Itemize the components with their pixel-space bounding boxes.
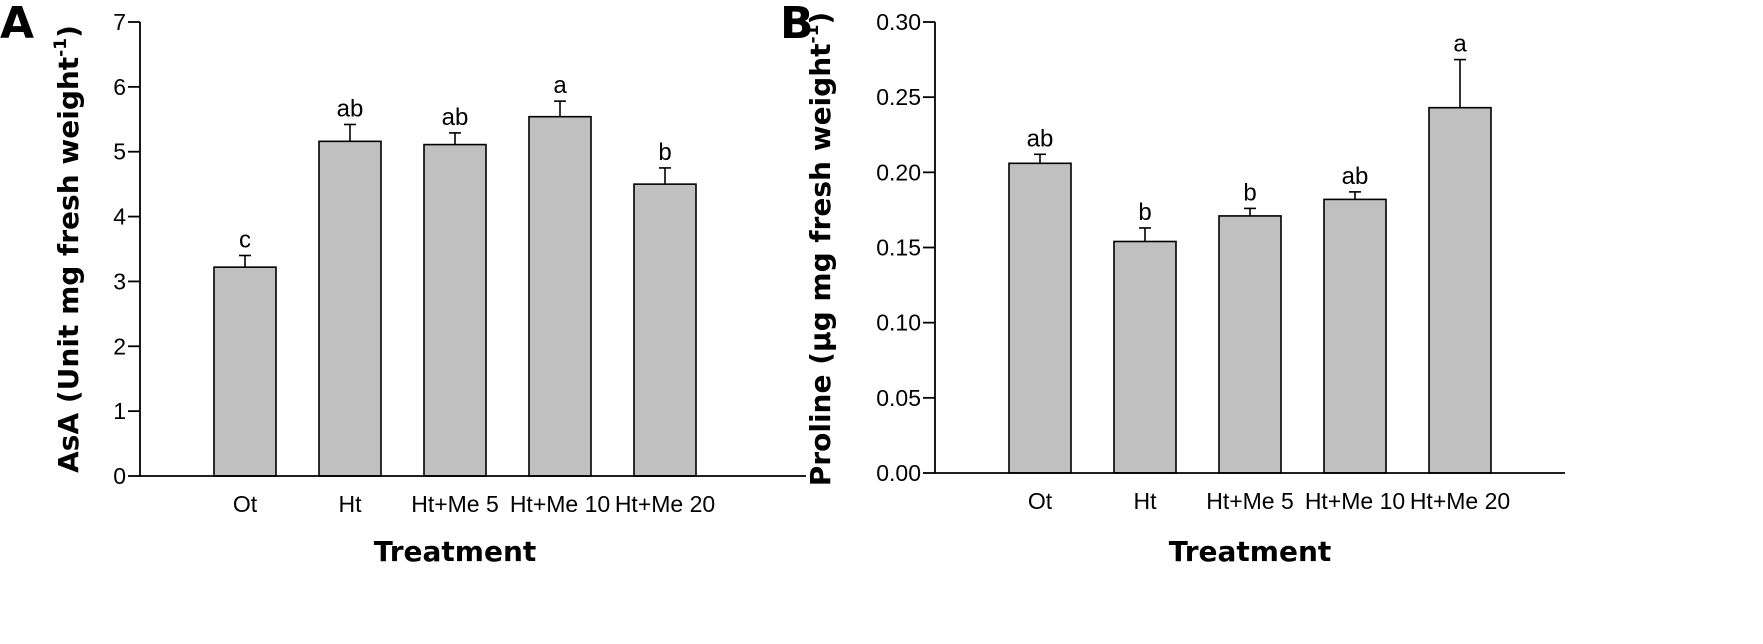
error-bar-b-2 <box>1244 207 1256 216</box>
error-bars-b <box>1034 58 1466 242</box>
error-bar-b-4 <box>1454 58 1466 108</box>
x-tick-label-a-4: Ht+Me 20 <box>615 491 715 517</box>
x-tick-label-b-3: Ht+Me 10 <box>1305 488 1405 514</box>
panel-b: B ab b b ab a 0.00 0.05 0.10 0.15 0.20 0.25 0.30 O… <box>780 0 1565 568</box>
significance-labels-b: ab b b ab a <box>1027 31 1468 226</box>
y-tick-label-b-3: 0.15 <box>876 235 921 261</box>
bar-a-4 <box>633 183 697 477</box>
significance-label-b-4: a <box>1453 31 1467 58</box>
error-bar-a-3 <box>554 100 566 117</box>
x-tick-labels-a: Ot Ht Ht+Me 5 Ht+Me 10 Ht+Me 20 <box>233 491 715 517</box>
x-tick-label-b-2: Ht+Me 5 <box>1206 488 1294 514</box>
y-axis-label-a-main: AsA (Unit mg fresh weight <box>52 57 85 473</box>
y-tick-label-a-2: 2 <box>113 333 126 359</box>
significance-label-b-0: ab <box>1027 125 1054 152</box>
y-tick-label-b-0: 0.00 <box>876 460 921 486</box>
y-axis-label-a-end: ) <box>52 25 85 38</box>
y-axis-label-a: AsA (Unit mg fresh weight-1) <box>51 25 85 473</box>
bar-a-0 <box>213 266 277 477</box>
y-axis-label-b: Proline (μg mg fresh weight-1) <box>803 12 837 486</box>
error-bars-a <box>239 100 671 268</box>
bars-a <box>213 115 697 477</box>
bar-a-3 <box>528 115 592 477</box>
y-tick-label-b-6: 0.30 <box>876 9 921 35</box>
bar-b-0 <box>1008 162 1072 474</box>
y-tick-label-a-0: 0 <box>113 463 126 489</box>
y-tick-label-a-3: 3 <box>113 268 126 294</box>
y-tick-label-b-1: 0.05 <box>876 385 921 411</box>
x-tick-label-b-1: Ht <box>1134 488 1158 514</box>
bar-b-1 <box>1113 240 1177 474</box>
x-axis-label-a: Treatment <box>374 535 537 568</box>
significance-label-b-1: b <box>1138 199 1151 226</box>
y-tick-label-b-2: 0.10 <box>876 310 921 336</box>
x-tick-label-a-0: Ot <box>233 491 258 517</box>
y-axis-label-b-end: ) <box>804 12 837 25</box>
error-bar-a-4 <box>659 167 671 185</box>
axes-b <box>934 22 1565 474</box>
error-bar-b-3 <box>1349 191 1361 200</box>
x-tick-label-a-3: Ht+Me 10 <box>510 491 610 517</box>
y-tick-label-a-7: 7 <box>113 9 126 35</box>
y-ticks-b: 0.00 0.05 0.10 0.15 0.20 0.25 0.30 <box>876 9 935 486</box>
panel-letter-b: B <box>780 0 814 49</box>
significance-label-b-3: ab <box>1342 163 1369 190</box>
x-tick-labels-b: Ot Ht Ht+Me 5 Ht+Me 10 Ht+Me 20 <box>1028 488 1510 514</box>
y-tick-label-b-4: 0.20 <box>876 159 921 185</box>
y-axis-label-b-sup: -1 <box>803 25 823 44</box>
error-bar-a-0 <box>239 254 251 268</box>
y-tick-label-a-1: 1 <box>113 398 126 424</box>
x-tick-label-a-2: Ht+Me 5 <box>411 491 499 517</box>
y-axis-label-b-main: Proline (μg mg fresh weight <box>804 43 837 486</box>
bars-b <box>1008 106 1492 474</box>
y-ticks-a: 0 1 2 3 4 5 6 7 <box>113 9 140 489</box>
x-tick-label-a-1: Ht <box>339 491 363 517</box>
error-bar-a-2 <box>449 132 461 145</box>
bar-a-1 <box>318 140 382 477</box>
significance-label-a-3: a <box>553 72 567 99</box>
y-tick-label-a-5: 5 <box>113 139 126 165</box>
y-tick-label-a-4: 4 <box>113 204 126 230</box>
significance-label-a-4: b <box>658 139 671 166</box>
bar-b-3 <box>1323 198 1387 474</box>
axes-a <box>139 22 806 477</box>
bar-a-2 <box>423 143 487 477</box>
y-axis-label-a-sup: -1 <box>51 38 71 57</box>
significance-label-a-0: c <box>239 226 251 253</box>
bar-b-2 <box>1218 215 1282 474</box>
error-bar-b-0 <box>1034 153 1046 164</box>
y-tick-label-b-5: 0.25 <box>876 84 921 110</box>
x-axis-label-b: Treatment <box>1169 535 1332 568</box>
error-bar-a-1 <box>344 123 356 142</box>
significance-label-b-2: b <box>1243 179 1256 206</box>
x-tick-label-b-0: Ot <box>1028 488 1053 514</box>
significance-label-a-1: ab <box>337 95 364 122</box>
error-bar-b-1 <box>1139 227 1151 242</box>
panel-letter-a: A <box>0 0 34 49</box>
significance-label-a-2: ab <box>442 104 469 131</box>
y-tick-label-a-6: 6 <box>113 74 126 100</box>
bar-b-4 <box>1428 106 1492 474</box>
x-tick-label-b-4: Ht+Me 20 <box>1410 488 1510 514</box>
